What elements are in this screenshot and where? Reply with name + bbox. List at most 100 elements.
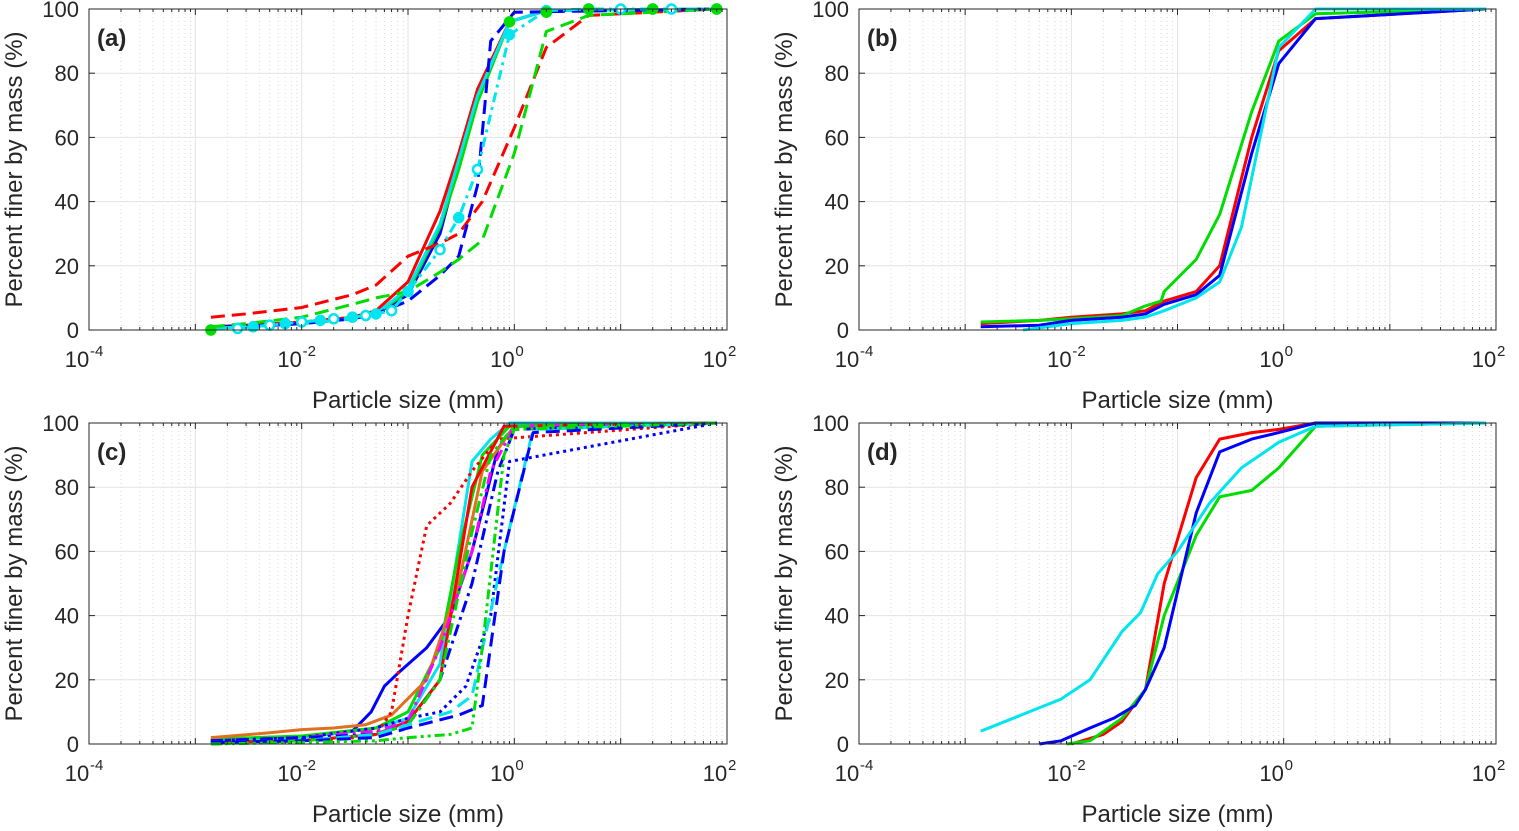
data-point: [279, 317, 291, 330]
x-tick-label: 10 2: [703, 343, 737, 372]
x-tick-label-base: 10: [1472, 347, 1496, 372]
y-tick-label: 40: [55, 190, 79, 215]
x-tick-label: 10 -2: [1047, 757, 1086, 786]
tick-marks: [88, 8, 728, 331]
x-tick-label-base: 10: [1047, 761, 1071, 786]
tick-marks: [88, 422, 728, 745]
series-group: [210, 421, 717, 746]
y-tick-label: 60: [55, 125, 79, 150]
y-tick-label: 0: [837, 318, 849, 343]
panel-label: (a): [97, 25, 126, 52]
x-tick-label-base: 10: [703, 761, 727, 786]
x-tick-label-exponent: 2: [1497, 757, 1505, 774]
x-tick-label: 10 -2: [277, 343, 316, 372]
series-line: [210, 7, 717, 319]
y-tick-label: 60: [825, 125, 849, 150]
x-tick-label-exponent: -2: [303, 343, 316, 360]
tick-marks: [858, 8, 1497, 331]
x-tick-label: 10 2: [1472, 757, 1506, 786]
x-tick-label-base: 10: [1472, 761, 1496, 786]
series-line: [1066, 421, 1486, 746]
x-tick-label-exponent: 2: [728, 343, 736, 360]
data-point: [359, 309, 372, 322]
y-axis-label: Percent finer by mass (%): [1, 445, 28, 721]
x-tick-label: 10 -4: [835, 757, 874, 786]
x-tick-label-base: 10: [490, 761, 514, 786]
x-tick-label-exponent: -4: [860, 343, 873, 360]
y-tick-label: 60: [825, 539, 849, 564]
x-tick-label-exponent: 0: [1285, 343, 1293, 360]
x-tick-label: 10 0: [1259, 757, 1293, 786]
series-line: [980, 7, 1486, 324]
x-tick-label-base: 10: [835, 347, 859, 372]
panel-label: (d): [867, 439, 898, 466]
data-point: [231, 322, 244, 335]
x-tick-label-exponent: -4: [860, 757, 873, 774]
data-point: [452, 211, 465, 224]
y-tick-label: 20: [825, 254, 849, 279]
x-tick-label-exponent: -2: [1072, 757, 1085, 774]
x-tick-label-exponent: -2: [1072, 343, 1085, 360]
x-tick-label-base: 10: [277, 347, 301, 372]
series-line: [980, 7, 1486, 329]
y-tick-label: 80: [825, 475, 849, 500]
x-tick-label: 10 2: [1472, 343, 1506, 372]
data-point: [503, 16, 516, 28]
x-tick-label-exponent: 2: [1497, 343, 1505, 360]
data-point: [434, 244, 446, 256]
x-tick-label-base: 10: [277, 761, 301, 786]
y-axis-label: Percent finer by mass (%): [1, 31, 28, 307]
series-line: [1039, 421, 1486, 746]
series-line: [210, 421, 717, 740]
major-grid: [89, 423, 727, 744]
x-axis-label: Particle size (mm): [1081, 387, 1273, 414]
y-tick-label: 60: [55, 539, 79, 564]
series-line: [210, 421, 717, 744]
y-tick-label: 100: [42, 411, 79, 436]
data-point: [370, 308, 382, 320]
tick-marks: [858, 422, 1497, 745]
x-tick-label: 10 -4: [65, 343, 104, 372]
x-tick-label-base: 10: [835, 761, 859, 786]
x-tick-label: 10 0: [490, 757, 524, 786]
y-tick-label: 0: [67, 318, 79, 343]
panel-label: (c): [97, 439, 126, 466]
y-tick-label: 80: [55, 475, 79, 500]
data-point: [540, 6, 553, 18]
x-axis-label: Particle size (mm): [312, 387, 504, 414]
y-tick-label: 40: [825, 604, 849, 629]
x-tick-label-base: 10: [703, 347, 727, 372]
y-tick-label: 0: [67, 732, 79, 757]
series-group: [980, 7, 1486, 332]
x-tick-label-exponent: 0: [1285, 757, 1293, 774]
data-point: [327, 313, 340, 325]
x-axis-label: Particle size (mm): [312, 801, 504, 828]
y-tick-label: 100: [812, 0, 849, 22]
data-point: [503, 28, 516, 41]
x-tick-label-exponent: 0: [515, 343, 523, 360]
x-tick-label: 10 0: [1259, 343, 1293, 372]
y-tick-label: 40: [55, 604, 79, 629]
y-tick-label: 80: [825, 61, 849, 86]
x-tick-label-base: 10: [65, 347, 89, 372]
y-tick-label: 80: [55, 61, 79, 86]
x-tick-label-exponent: -2: [303, 757, 316, 774]
major-grid: [859, 9, 1496, 330]
x-tick-label-base: 10: [1259, 761, 1283, 786]
data-point: [471, 163, 484, 176]
x-tick-label-base: 10: [1047, 347, 1071, 372]
data-point: [402, 285, 414, 298]
major-grid: [89, 9, 727, 330]
series-line: [210, 421, 717, 743]
series-group: [980, 421, 1486, 746]
data-point: [385, 304, 398, 317]
y-tick-label: 40: [825, 190, 849, 215]
x-tick-label: 10 -2: [277, 757, 316, 786]
series-line: [1022, 7, 1486, 332]
data-point: [346, 311, 359, 323]
x-tick-label: 10 -2: [1047, 343, 1086, 372]
x-tick-label: 10 0: [490, 343, 524, 372]
